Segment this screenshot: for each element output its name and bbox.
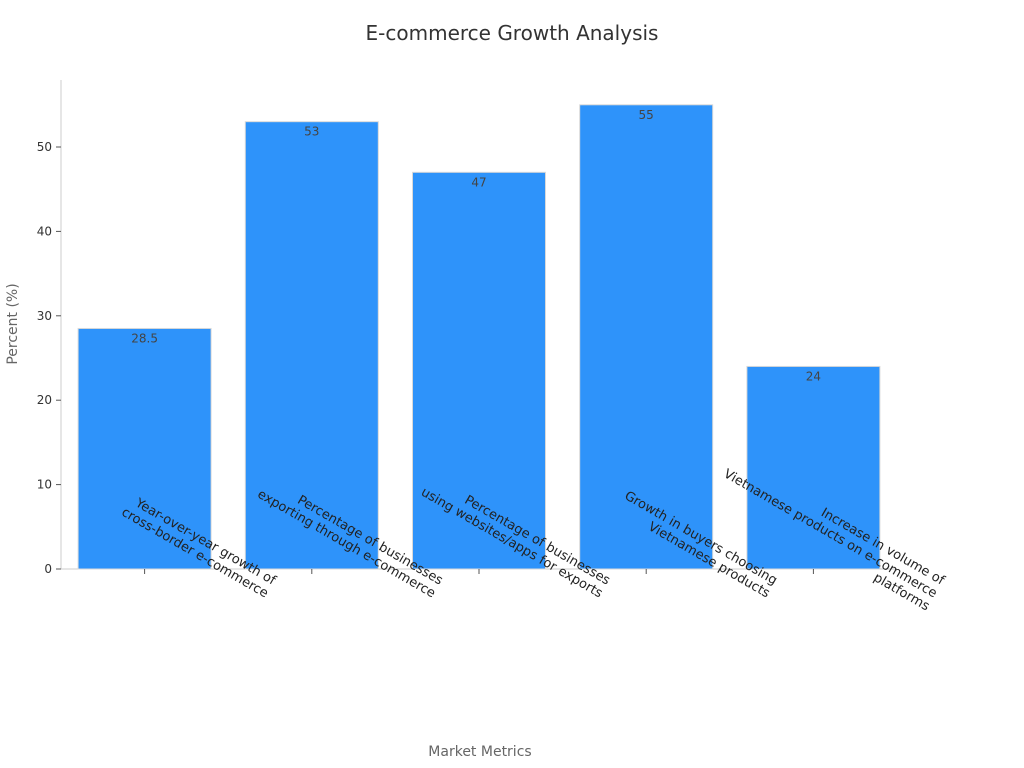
y-tick-label: 30: [37, 309, 52, 323]
y-ticks-layer: 0 10 20 30 40 50: [37, 140, 61, 576]
bar-value-label: 47: [471, 175, 486, 189]
bar: [746, 365, 881, 570]
chart-title: E-commerce Growth Analysis: [366, 21, 659, 45]
y-tick-label: 10: [37, 478, 52, 492]
bar-value-label: 24: [806, 369, 821, 383]
bar: [579, 104, 714, 570]
bar: [244, 121, 379, 570]
y-tick-label: 40: [37, 224, 52, 238]
bar-value-label: 55: [639, 108, 654, 122]
bar-value-label: 53: [304, 125, 319, 139]
bar: [412, 171, 546, 570]
y-axis-title: Percent (%): [5, 283, 21, 364]
x-axis-title: Market Metrics: [428, 744, 531, 760]
bar: [77, 327, 212, 570]
bar-value-label: 28.5: [131, 331, 158, 345]
y-tick-label: 0: [44, 562, 52, 576]
bars-layer: 28.5 53 47 55 24: [77, 104, 881, 570]
y-tick-label: 50: [37, 140, 52, 154]
y-tick-label: 20: [37, 393, 52, 407]
